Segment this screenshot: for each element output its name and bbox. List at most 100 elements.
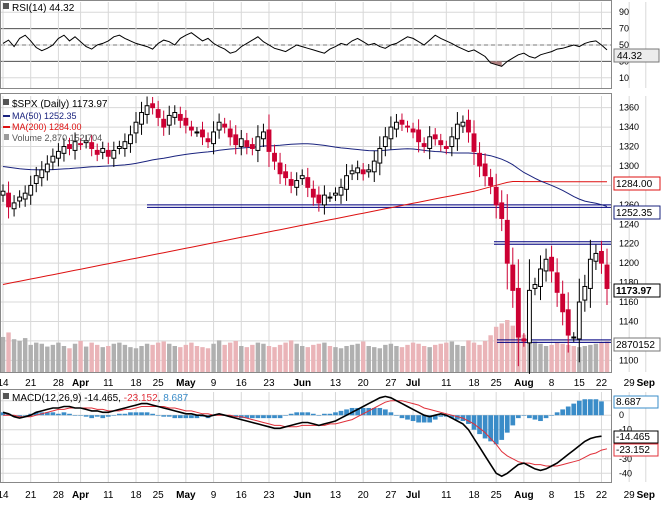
- candle-body: [493, 186, 499, 206]
- macd-hist-bar: [299, 412, 305, 416]
- date-label: 14: [0, 378, 9, 389]
- volume-bar: [283, 342, 288, 372]
- candle-body: [283, 171, 289, 179]
- candle-body: [299, 175, 305, 180]
- macd-hist-bar: [427, 415, 433, 423]
- date-label: 21: [25, 378, 37, 389]
- macd-lines: [2, 395, 608, 478]
- candle-body: [449, 136, 455, 148]
- candle-body: [460, 121, 466, 127]
- candle-body: [515, 287, 521, 338]
- date-label: 15: [574, 378, 586, 389]
- macd-hist-bar: [360, 407, 366, 416]
- date-label: 18: [130, 378, 142, 389]
- macd-hist-bar: [161, 415, 167, 417]
- macd-hist-bar: [266, 415, 272, 419]
- volume-bar: [155, 342, 161, 372]
- macd-hist-bar: [466, 415, 471, 424]
- macd-hist-bar: [155, 415, 161, 416]
- price-tick-label: 1260: [619, 200, 639, 210]
- macd-hist-bar: [355, 407, 360, 416]
- macd-hist-bar: [89, 415, 95, 419]
- macd-hist-bar: [482, 415, 488, 439]
- candle-body: [100, 147, 106, 153]
- date-label: 16: [236, 490, 248, 501]
- macd-hist-bar: [477, 415, 482, 435]
- candle-body: [227, 128, 233, 138]
- macd-hist-bar: [117, 413, 122, 416]
- candle-body: [355, 167, 361, 174]
- price-tick-label: 1360: [619, 103, 639, 113]
- candlesticks: [0, 96, 610, 374]
- volume-bar: [444, 342, 449, 372]
- volume-bar: [244, 347, 250, 372]
- candle-body: [360, 169, 366, 175]
- candle-body: [432, 134, 438, 140]
- volume-bar: [372, 347, 377, 372]
- macd-hist-bar: [272, 415, 277, 419]
- macd-hist-bar: [0, 412, 6, 416]
- candle-body: [338, 186, 344, 196]
- ma200-badge-box: [613, 176, 661, 191]
- candle-body: [116, 146, 122, 149]
- volume-bar: [560, 343, 565, 372]
- volume-bar: [482, 340, 488, 372]
- macd-hist-bar: [593, 399, 599, 416]
- volume-bar: [421, 346, 427, 372]
- candle-body: [405, 125, 410, 128]
- candle-body: [499, 202, 505, 219]
- macd-hist-bar: [338, 410, 344, 416]
- volume-bar: [460, 346, 466, 372]
- macd-signal-line: [3, 400, 608, 467]
- price-tick-label: 1100: [619, 355, 638, 365]
- candle-body: [344, 175, 349, 190]
- candle-body: [604, 264, 610, 289]
- volume-bar: [288, 340, 294, 372]
- candle-body: [576, 301, 582, 340]
- ma200-badge-text: 1284.00: [616, 179, 653, 190]
- macd-hist-bar: [50, 412, 56, 416]
- volume-bar: [106, 346, 111, 372]
- candle-body: [78, 143, 84, 146]
- macd-hist-bar: [316, 415, 322, 416]
- volume-bar: [488, 335, 493, 372]
- volume-bar: [416, 343, 421, 372]
- volume-bar: [255, 342, 261, 372]
- candle-body: [427, 136, 433, 149]
- macd-hist-bar: [527, 415, 532, 419]
- candle-body: [222, 123, 228, 128]
- date-label: 8: [549, 378, 555, 389]
- macd-hist-bar: [599, 401, 604, 416]
- volume-bar: [205, 348, 211, 372]
- volume-bar: [316, 343, 322, 372]
- macd-hist-bar: [399, 415, 405, 419]
- rsi-tick-labels: 9070503010: [619, 7, 629, 83]
- volume-bar: [510, 325, 516, 372]
- macd-hist-bar: [455, 415, 460, 420]
- macd-hist-bar: [371, 407, 377, 416]
- rsi-title-text: RSI(14) 44.32: [12, 3, 75, 14]
- volume-bar: [571, 346, 576, 372]
- macd-hist-bar: [72, 415, 78, 416]
- legend-ma50: MA(50) 1252.35: [12, 111, 77, 121]
- rsi-grid: [1, 2, 647, 88]
- volume-bar: [67, 348, 72, 372]
- rsi-tick-label: 90: [619, 7, 629, 17]
- date-label: Sep: [637, 490, 655, 501]
- price-title-text: $SPX (Daily) 1173.97: [12, 99, 108, 110]
- candle-body: [277, 162, 283, 175]
- date-label: Aug: [514, 490, 533, 501]
- rsi-badge-box: [613, 48, 660, 63]
- volume-bar: [72, 343, 78, 372]
- macd-hist-bar: [261, 415, 266, 419]
- volume-bar: [344, 346, 349, 372]
- macd-hist-bar: [105, 415, 111, 417]
- volume-bar: [272, 347, 277, 372]
- candle-body: [477, 152, 482, 167]
- price-title-icon: [3, 99, 9, 105]
- macd-legend: MACD(12,26,9) -14.465, -23.152, 8.687: [3, 393, 189, 404]
- candle-body: [39, 169, 45, 179]
- volume-bar: [277, 344, 283, 372]
- macd-hist-bar: [139, 412, 144, 416]
